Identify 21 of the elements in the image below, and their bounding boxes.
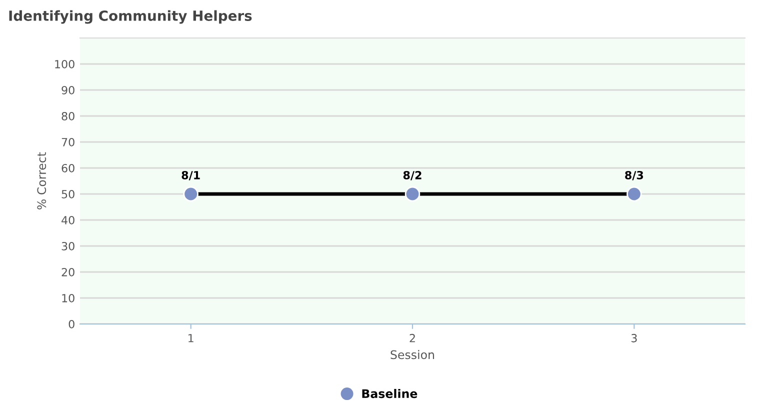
y-tick-label: 40 [62, 216, 74, 224]
y-tick-label: 20 [62, 268, 74, 276]
y-tick-label: 90 [62, 86, 74, 94]
annotation: 8/3 [625, 170, 644, 180]
x-tick-label: 3 [631, 334, 637, 342]
y-tick-label: 100 [55, 60, 74, 68]
chart-title: Identifying Community Helpers [9, 10, 252, 24]
y-tick-label: 60 [62, 164, 74, 172]
y-tick-label: 30 [62, 242, 74, 250]
y-axis-title: % Correct [37, 152, 46, 210]
y-tick-label: 0 [68, 320, 74, 328]
y-tick-label: 10 [62, 294, 74, 302]
annotation: 8/1 [182, 170, 200, 180]
x-tick-label: 2 [410, 334, 415, 342]
x-axis-title: Session [390, 350, 434, 360]
annotation: 8/2 [403, 170, 422, 180]
y-tick-label: 70 [62, 138, 74, 146]
y-tick-label: 50 [62, 190, 74, 198]
legend-label: Baseline [362, 388, 418, 398]
x-tick-label: 1 [188, 334, 194, 342]
y-tick-label: 80 [62, 112, 74, 120]
